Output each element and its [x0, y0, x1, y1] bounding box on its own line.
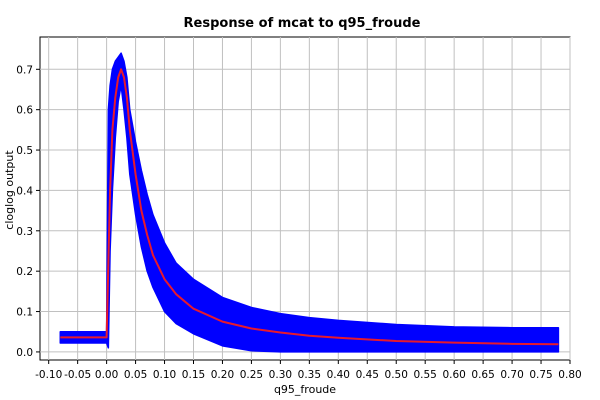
x-tick-label: 0.60 [442, 369, 465, 381]
y-tick-label: 0.7 [16, 64, 33, 76]
y-tick-label: 0.3 [16, 226, 33, 238]
x-tick-label: 0.75 [529, 369, 552, 381]
confidence-band [59, 52, 560, 353]
y-axis: 0.0 0.1 0.2 0.3 0.4 0.5 0.6 0.7 [16, 64, 40, 359]
x-tick-label: 0.10 [153, 369, 176, 381]
x-tick-label: 0.35 [298, 369, 321, 381]
x-tick-label: 0.20 [211, 369, 234, 381]
x-tick-label: 0.30 [269, 369, 292, 381]
x-tick-label: 0.80 [558, 369, 581, 381]
x-tick-label: 0.00 [95, 369, 118, 381]
series-layer [59, 52, 560, 353]
chart-title: Response of mcat to q95_froude [184, 16, 421, 31]
x-tick-label: 0.70 [500, 369, 523, 381]
x-gridlines [48, 37, 571, 360]
y-tick-label: 0.1 [16, 307, 33, 319]
y-tick-label: 0.0 [16, 347, 33, 359]
x-tick-label: -0.05 [64, 369, 91, 381]
x-tick-label: 0.45 [356, 369, 379, 381]
x-tick-label: 0.50 [385, 369, 408, 381]
y-tick-label: 0.2 [16, 266, 33, 278]
x-tick-label: -0.10 [35, 369, 62, 381]
x-tick-label: 0.25 [240, 369, 263, 381]
y-axis-label: cloglog output [3, 150, 16, 230]
y-tick-label: 0.5 [16, 145, 33, 157]
mean-response-line [60, 68, 559, 346]
y-tick-label: 0.6 [16, 105, 33, 117]
y-tick-label: 0.4 [16, 185, 33, 197]
x-tick-label: 0.65 [471, 369, 494, 381]
x-axis-label: q95_froude [274, 383, 336, 396]
x-tick-label: 0.05 [124, 369, 147, 381]
x-tick-label: 0.55 [413, 369, 436, 381]
x-tick-label: 0.40 [327, 369, 350, 381]
x-axis: -0.10 -0.05 0.00 0.05 0.10 0.15 0.20 0.25 0.30 0.… [35, 360, 582, 381]
x-tick-label: 0.15 [182, 369, 205, 381]
